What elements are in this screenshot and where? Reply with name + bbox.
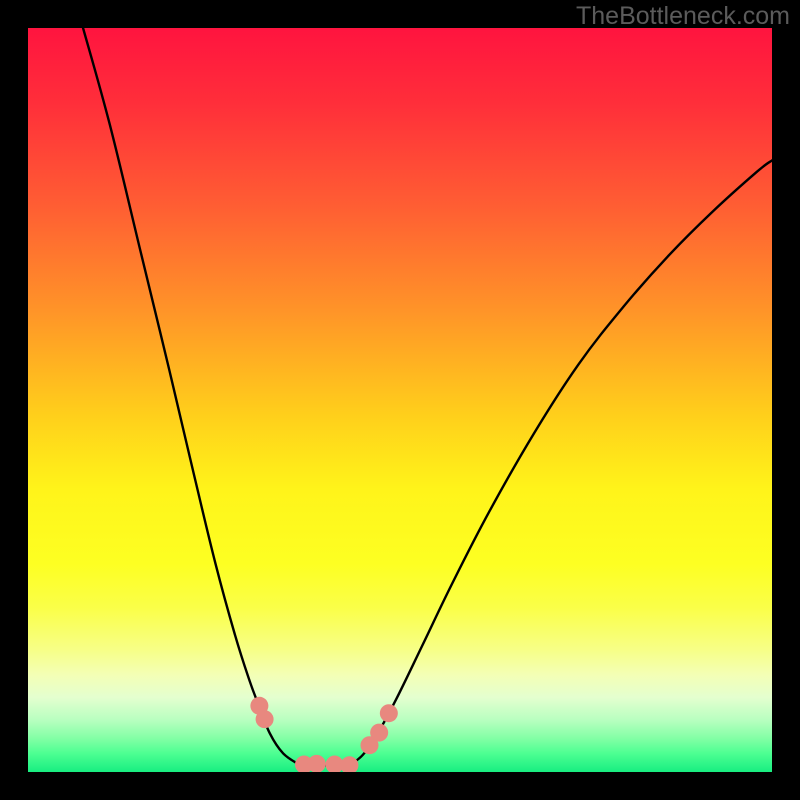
watermark-text: TheBottleneck.com bbox=[576, 2, 790, 31]
chart-svg bbox=[28, 28, 772, 772]
data-marker bbox=[256, 710, 274, 728]
plot-area bbox=[28, 28, 772, 772]
curve-right-branch bbox=[349, 160, 772, 765]
chart-frame: TheBottleneck.com bbox=[0, 0, 800, 800]
data-marker bbox=[308, 755, 326, 772]
data-marker bbox=[370, 724, 388, 742]
data-marker bbox=[340, 756, 358, 772]
curve-left-branch bbox=[83, 28, 300, 765]
data-marker bbox=[380, 704, 398, 722]
